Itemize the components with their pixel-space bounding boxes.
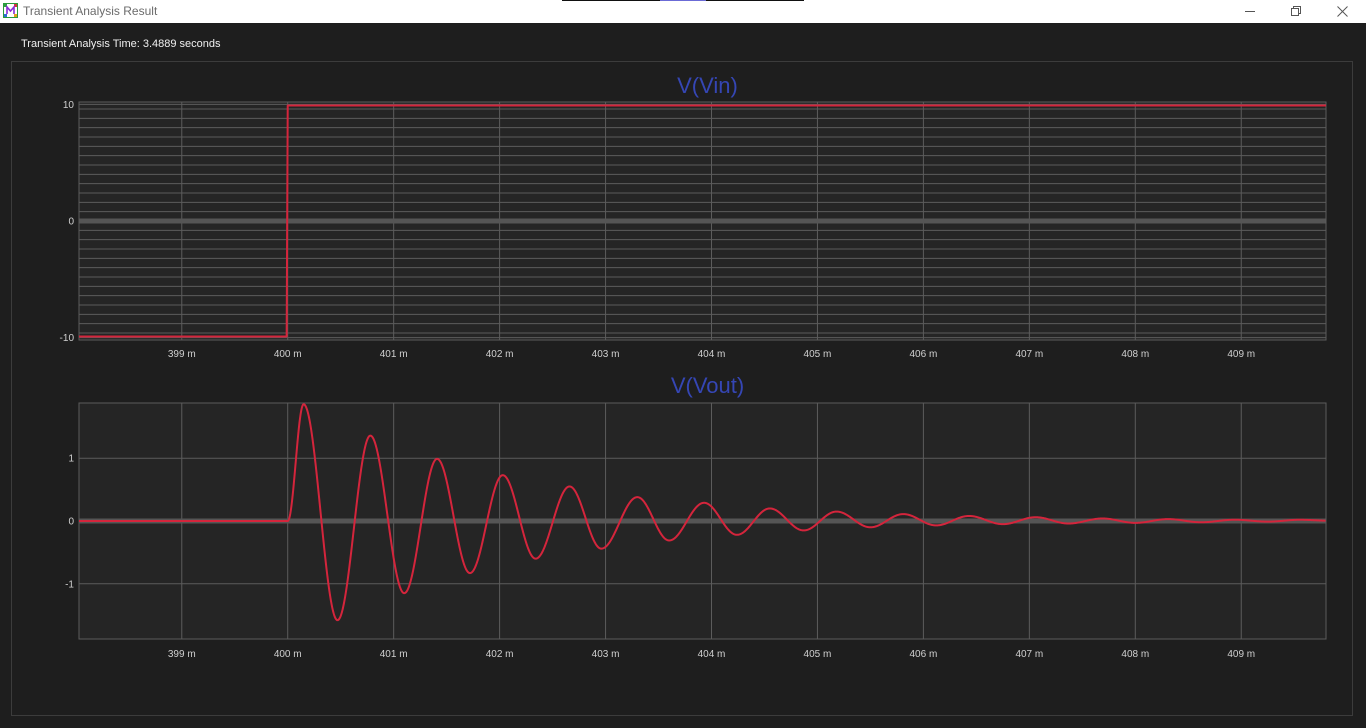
close-icon [1336,6,1348,17]
x-tick-label: 401 m [380,649,408,660]
x-tick-label: 399 m [168,349,196,360]
x-tick-label: 402 m [486,349,514,360]
y-tick-label: -10 [60,333,75,344]
title-bar: Transient Analysis Result [0,0,1366,23]
restore-button[interactable] [1273,0,1319,23]
y-tick-label: 10 [63,100,75,111]
chart-1: V(Vin) 399 m 400 m 401 m 402 m 403 m 404 m 405 … [60,73,1327,360]
x-tick-label: 406 m [910,649,938,660]
x-tick-label: 409 m [1227,649,1255,660]
analysis-time-label: Transient Analysis Time: 3.4889 seconds [21,38,221,50]
chart-2: V(Vout) 399 m 400 m 401 m 402 m 403 m 404 m 405… [65,373,1327,660]
y-tick-label: -1 [65,579,74,590]
app-logo-icon [3,3,18,18]
x-tick-label: 408 m [1121,349,1149,360]
minimize-button[interactable] [1227,0,1273,23]
x-tick-label: 409 m [1227,349,1255,360]
x-tick-label: 403 m [592,649,620,660]
plot-border [78,101,1327,341]
window-title: Transient Analysis Result [23,4,158,18]
chart-title: V(Vout) [671,373,744,398]
x-tick-label: 402 m [486,649,514,660]
x-tick-label: 407 m [1015,649,1043,660]
x-tick-label: 404 m [698,349,726,360]
y-tick-label: 0 [68,517,74,528]
x-tick-label: 406 m [910,349,938,360]
x-tick-label: 403 m [592,349,620,360]
x-tick-label: 405 m [804,349,832,360]
x-tick-label: 399 m [168,649,196,660]
chart-title: V(Vin) [677,73,738,98]
x-tick-label: 400 m [274,349,302,360]
close-button[interactable] [1319,0,1365,23]
title-bar-divider-accent [660,0,706,1]
series-line [78,403,1327,622]
y-tick-label: 1 [68,454,74,465]
y-tick-label: 0 [68,217,74,228]
x-tick-label: 408 m [1121,649,1149,660]
x-tick-label: 400 m [274,649,302,660]
x-tick-label: 405 m [804,649,832,660]
x-tick-label: 404 m [698,649,726,660]
series-line [79,104,1326,338]
restore-icon [1290,6,1301,16]
plot-panel [11,61,1353,716]
x-tick-label: 407 m [1015,349,1043,360]
minimize-icon [1244,11,1255,12]
x-tick-label: 401 m [380,349,408,360]
